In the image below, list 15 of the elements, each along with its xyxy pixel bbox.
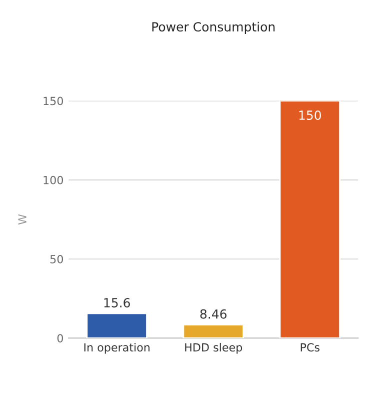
chart-title: Power Consumption — [152, 22, 275, 34]
y-tick-label: 50 — [50, 254, 63, 264]
bar — [86, 312, 148, 338]
data-label: 15.6 — [104, 298, 130, 308]
y-tick-label: 0 — [57, 334, 63, 342]
y-tick-label: 150 — [44, 96, 63, 106]
y-axis-title: W — [18, 214, 26, 225]
x-tick-label: PCs — [300, 343, 320, 352]
bar — [182, 324, 244, 338]
data-label: 150 — [299, 110, 321, 120]
x-tick-label: In operation — [84, 342, 150, 354]
bar — [279, 100, 340, 338]
x-tick-label: HDD sleep — [185, 342, 242, 354]
data-label: 8.46 — [200, 309, 226, 319]
y-tick-label: 100 — [44, 176, 63, 184]
